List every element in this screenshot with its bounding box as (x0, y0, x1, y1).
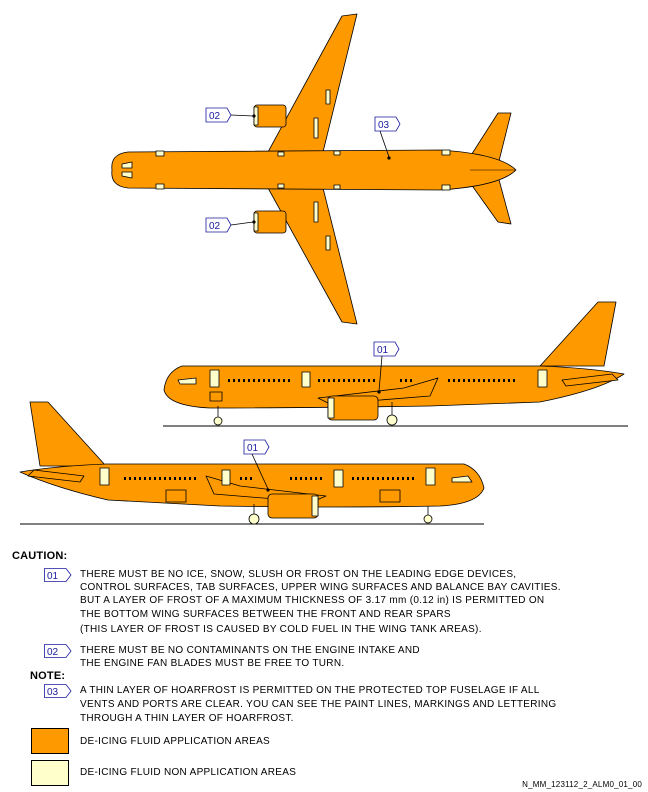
note-03-line-3: THROUGH A THIN LAYER OF HOARFROST. (80, 713, 294, 724)
note-01-line-5: (THIS LAYER OF FROST IS CAUSED BY COLD F… (80, 624, 482, 635)
side-view-1-engine (327, 395, 379, 421)
note-03-line-1: A THIN LAYER OF HOARFROST IS PERMITTED O… (80, 685, 540, 696)
side-view-1-aircraft (163, 301, 628, 427)
caution-heading: CAUTION: (12, 550, 68, 562)
note-03-tag: 03 (44, 684, 72, 698)
side-view-1-engine-intake (327, 397, 335, 419)
side-view-2-fin (29, 401, 107, 467)
callout-02-upper: 02 (205, 107, 256, 123)
callout-02-upper-label: 02 (209, 111, 221, 122)
top-view-wing-upper (267, 13, 358, 153)
top-view-engine-lower (253, 210, 287, 234)
note-01-tag-label: 01 (47, 571, 59, 582)
aircraft-figure: 03 02 02 01 01 (19, 13, 628, 525)
top-view-engine-upper (253, 104, 287, 128)
callout-01-side2-label: 01 (247, 443, 259, 454)
note-01-line-2: CONTROL SURFACES, TAB SURFACES, UPPER WI… (80, 582, 561, 593)
note-02-tag: 02 (44, 644, 72, 658)
note-01-line-1: THERE MUST BE NO ICE, SNOW, SLUSH OR FRO… (80, 569, 517, 580)
note-02-tag-label: 02 (47, 647, 59, 658)
note-01-line-4: THE BOTTOM WING SURFACES BETWEEN THE FRO… (80, 609, 451, 620)
note-01-line-3: BUT A LAYER OF FROST OF A MAXIMUM THICKN… (80, 595, 545, 606)
side-view-1-fuselage (163, 365, 625, 409)
top-view-fuselage (111, 149, 517, 191)
side-view-2-engine-intake (311, 495, 319, 517)
callout-03-label: 03 (378, 120, 390, 131)
note-02-line-2: THE ENGINE FAN BLADES MUST BE FREE TO TU… (80, 658, 345, 669)
callout-02-lower: 02 (205, 217, 256, 233)
note-02-line-1: THERE MUST BE NO CONTAMINANTS ON THE ENG… (80, 645, 420, 656)
notes-section: CAUTION: 01 THERE MUST BE NO ICE, SNOW, … (0, 548, 648, 792)
note-heading: NOTE: (30, 670, 66, 682)
callout-01-side1-label: 01 (377, 345, 389, 356)
callout-03-top: 03 (374, 116, 401, 160)
side-view-1-fin (539, 301, 617, 367)
callout-01-side2: 01 (243, 439, 270, 492)
legend-non-application-label: DE-ICING FLUID NON APPLICATION AREAS (80, 767, 297, 778)
figure-reference-id: N_MM_123112_2_ALM0_01_00 (522, 780, 642, 789)
note-03-line-2: VENTS AND PORTS ARE CLEAR. YOU CAN SEE T… (80, 699, 557, 710)
side-view-2-aircraft (19, 401, 485, 525)
note-01-tag: 01 (44, 568, 72, 582)
side-view-2-fuselage (19, 463, 485, 508)
legend-application-swatch (31, 728, 69, 754)
callout-01-side1: 01 (373, 341, 400, 394)
legend-non-application-swatch (31, 760, 69, 786)
top-view-wing-lower (267, 187, 358, 325)
legend-application-label: DE-ICING FLUID APPLICATION AREAS (80, 736, 271, 747)
top-view-aircraft (111, 13, 517, 325)
note-03-tag-label: 03 (47, 687, 59, 698)
side-view-2-engine (267, 493, 319, 519)
callout-02-lower-label: 02 (209, 221, 221, 232)
